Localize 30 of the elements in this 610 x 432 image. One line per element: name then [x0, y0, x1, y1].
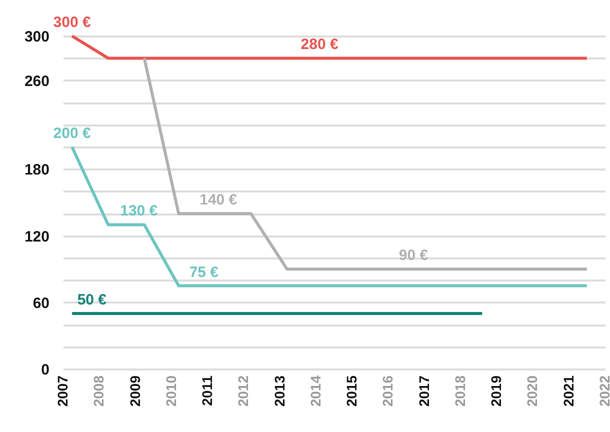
- x-tick-label: 2018: [452, 375, 468, 407]
- annotation: 75 €: [189, 264, 220, 281]
- y-tick-label: 60: [32, 294, 50, 312]
- x-tick-label: 2020: [524, 375, 540, 407]
- x-tick-label: 2008: [90, 375, 107, 407]
- x-tick-label: 2007: [54, 375, 70, 407]
- annotation: 50 €: [77, 292, 108, 308]
- x-tick-label: 2019: [488, 375, 504, 407]
- x-tick-label: 2012: [235, 375, 252, 407]
- x-tick-label: 2013: [271, 375, 288, 407]
- x-tick-label: 2011: [199, 375, 216, 406]
- x-tick-label: 2010: [162, 375, 179, 407]
- y-tick-label: 260: [24, 72, 50, 90]
- x-tick-label: 2022: [596, 375, 610, 407]
- x-tick-label: 2009: [126, 375, 143, 407]
- y-tick-label: 180: [24, 162, 50, 179]
- annotation: 90 €: [398, 247, 429, 264]
- annotation: 280 €: [300, 36, 339, 54]
- x-tick-label: 2021: [560, 375, 576, 407]
- annotation: 300 €: [53, 14, 92, 31]
- annotation: 200 €: [53, 125, 92, 142]
- x-tick-label: 2016: [380, 375, 396, 407]
- x-tick-label: 2017: [416, 375, 432, 407]
- y-tick-label: 300: [24, 28, 50, 46]
- y-tick-label: 120: [24, 228, 50, 246]
- x-tick-label: 2014: [307, 375, 324, 407]
- y-tick-label: 0: [41, 362, 50, 378]
- annotation: 140 €: [200, 192, 238, 209]
- annotation: 130 €: [120, 202, 158, 220]
- x-tick-label: 2015: [344, 375, 360, 407]
